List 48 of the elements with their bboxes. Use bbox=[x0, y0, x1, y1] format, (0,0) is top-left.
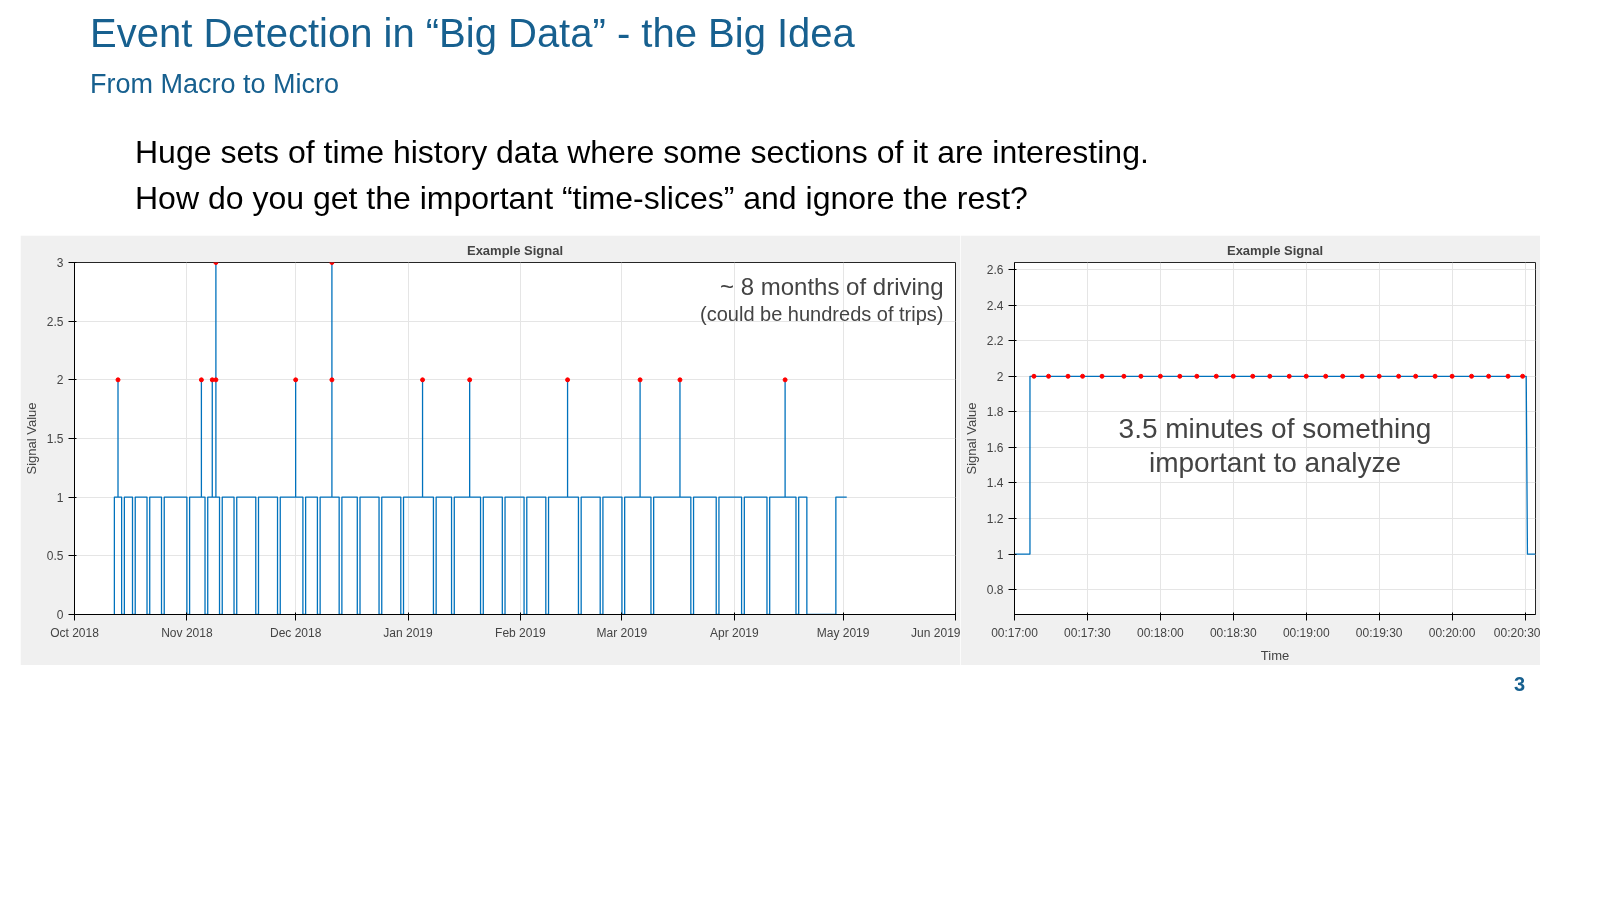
annotation: important to analyze bbox=[1148, 447, 1402, 478]
chart-title: Example Signal bbox=[466, 242, 564, 258]
x-tick-label: Dec 2018 bbox=[269, 625, 322, 640]
x-tick-label: May 2019 bbox=[816, 625, 870, 640]
y-tick-label: 2.2 bbox=[986, 334, 1004, 349]
y-tick-label: 1.8 bbox=[986, 405, 1004, 420]
y-tick-label: 2 bbox=[56, 373, 64, 388]
x-tick-label: 00:20:00 bbox=[1428, 625, 1476, 640]
y-tick-label: 1 bbox=[996, 547, 1004, 562]
text: How do you get the important “time-slices” and ignore the rest? bbox=[135, 179, 1028, 216]
chart-title: Example Signal bbox=[1226, 242, 1324, 258]
x-tick-label: Feb 2019 bbox=[495, 625, 547, 640]
text: 3 bbox=[1513, 672, 1525, 697]
x-tick-label: Oct 2018 bbox=[50, 625, 100, 640]
x-tick-label: Nov 2018 bbox=[161, 625, 213, 640]
y-tick-label: 2.4 bbox=[986, 298, 1004, 313]
y-tick-label: 1.6 bbox=[986, 440, 1004, 455]
x-tick-label: 00:18:30 bbox=[1209, 625, 1257, 640]
text: From Macro to Micro bbox=[90, 68, 340, 101]
y-axis-title: Signal Value bbox=[23, 402, 39, 475]
x-tick-label: Apr 2019 bbox=[709, 625, 760, 640]
x-tick-label: 00:17:30 bbox=[1064, 625, 1112, 640]
x-axis-title: Time bbox=[1260, 647, 1290, 663]
annotation: (could be hundreds of trips) bbox=[700, 302, 944, 325]
x-tick-label: 00:17:00 bbox=[991, 625, 1039, 640]
y-tick-label: 0.8 bbox=[986, 583, 1004, 598]
y-tick-label: 2.5 bbox=[46, 314, 64, 329]
y-tick-label: 2.6 bbox=[986, 263, 1004, 278]
y-tick-label: 1.2 bbox=[986, 512, 1004, 526]
text: Event Detection in “Big Data” - the Big Idea bbox=[90, 10, 855, 57]
text: Huge sets of time history data where some sections of it are interesting. bbox=[135, 134, 1149, 170]
y-tick-label: 1.5 bbox=[46, 432, 64, 446]
annotation: ~ 8 months of driving bbox=[720, 272, 944, 300]
y-tick-label: 2 bbox=[996, 369, 1004, 384]
x-tick-label: 00:19:30 bbox=[1355, 625, 1403, 640]
x-tick-label: Jan 2019 bbox=[383, 625, 434, 640]
x-tick-label: Jun 2019 bbox=[911, 625, 961, 640]
y-tick-label: 1.4 bbox=[986, 476, 1004, 491]
x-tick-label: Mar 2019 bbox=[596, 625, 648, 640]
y-tick-label: 0.5 bbox=[46, 549, 64, 564]
x-tick-label: 00:19:00 bbox=[1282, 625, 1330, 640]
annotation: 3.5 minutes of something bbox=[1118, 413, 1432, 444]
x-tick-label: 00:20:30 bbox=[1493, 625, 1541, 640]
y-tick-label: 3 bbox=[56, 256, 64, 270]
x-tick-label: 00:18:00 bbox=[1137, 625, 1185, 640]
y-tick-label: 1 bbox=[56, 490, 64, 505]
y-axis-title: Signal Value bbox=[963, 402, 979, 475]
y-tick-label: 0 bbox=[56, 608, 64, 622]
